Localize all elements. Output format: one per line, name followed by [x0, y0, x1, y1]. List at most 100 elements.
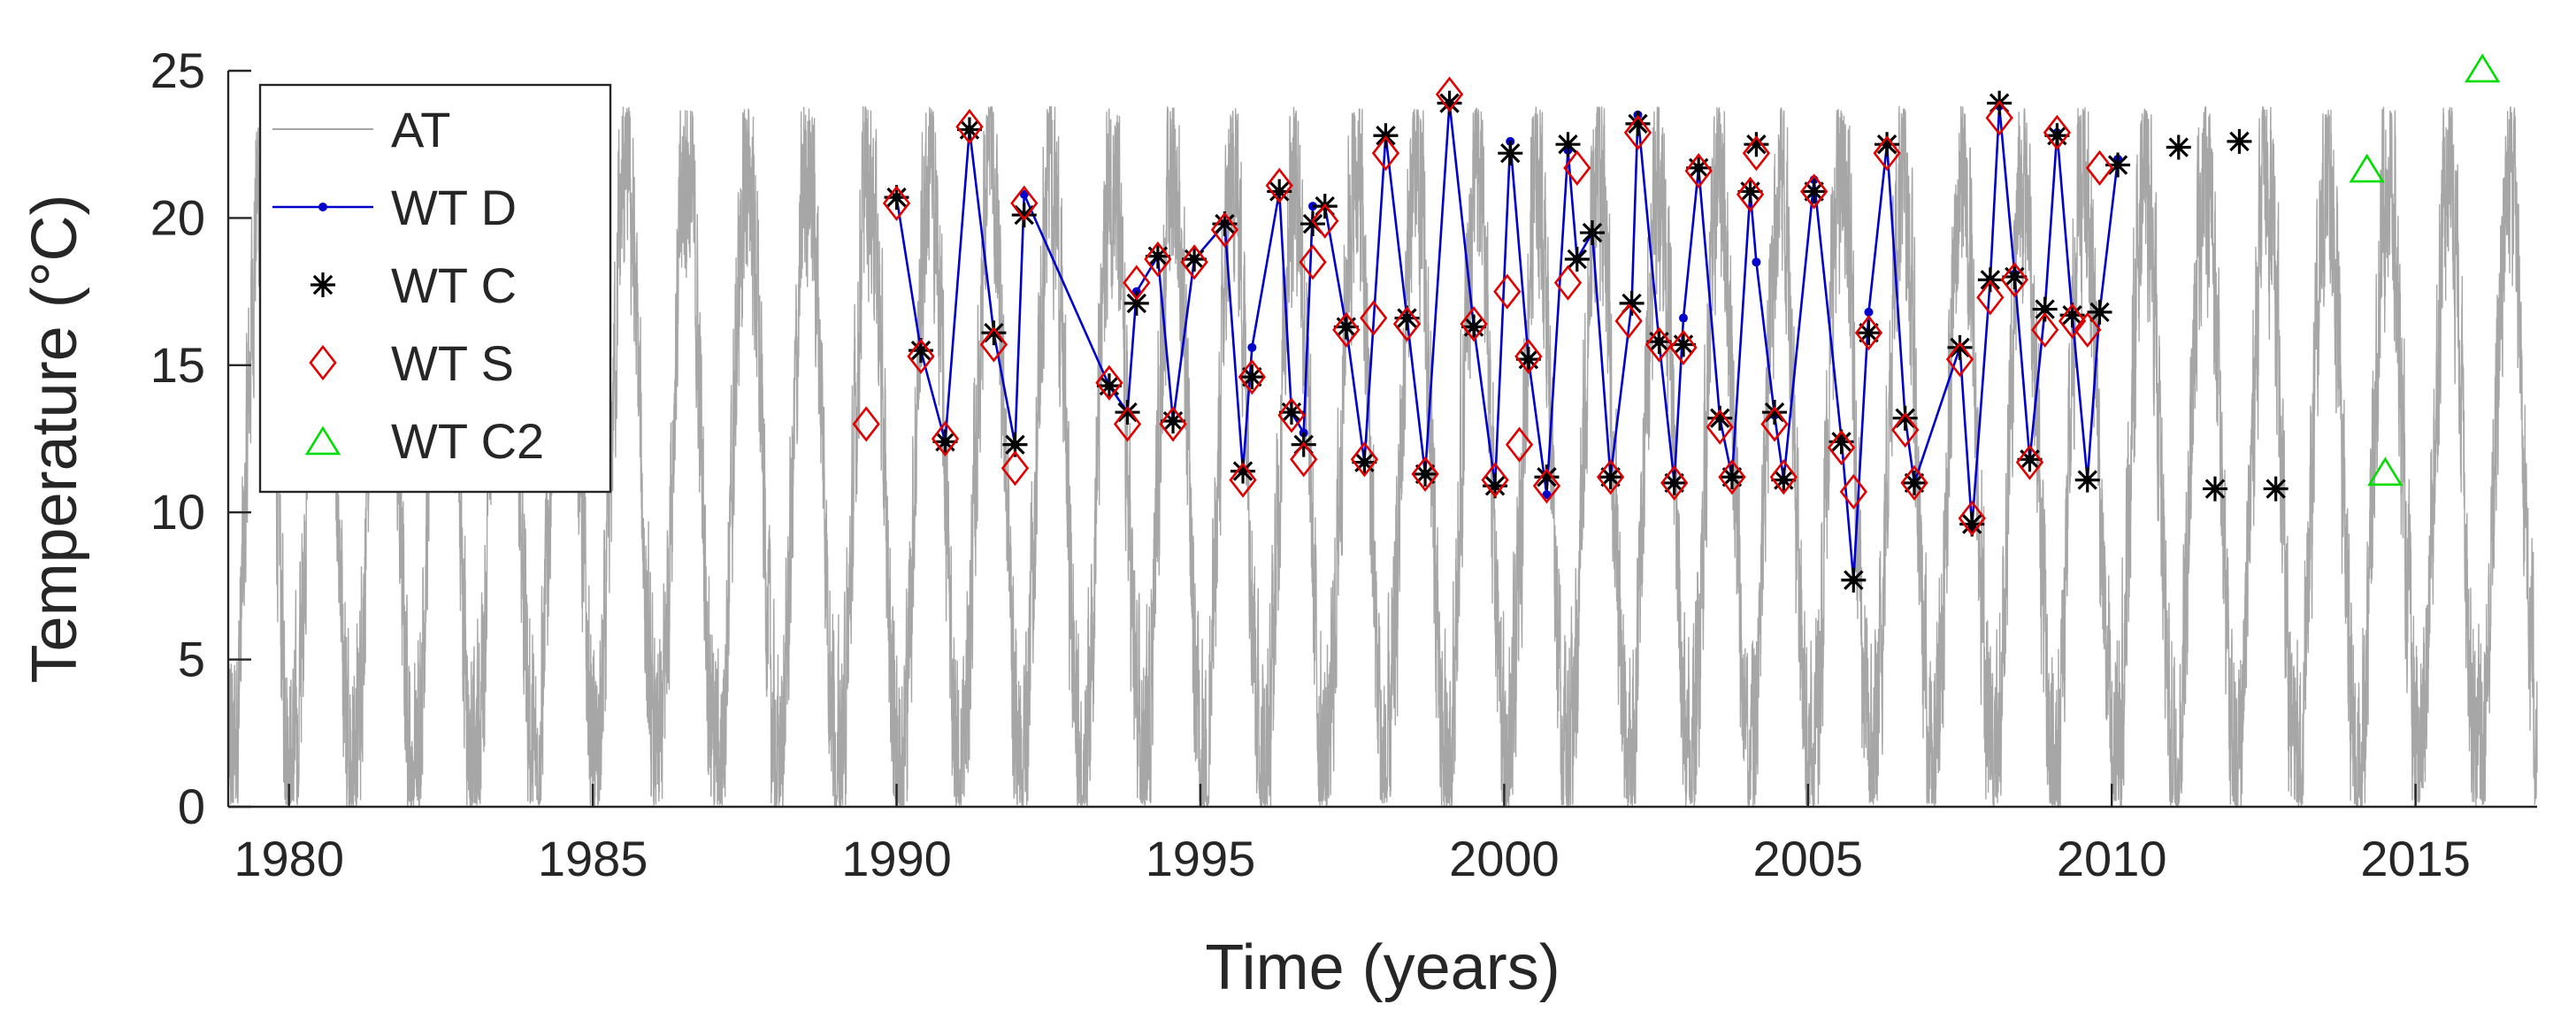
wt-c-point — [1719, 464, 1744, 490]
wt-s-point — [1706, 409, 1734, 445]
wt-d-point — [1019, 189, 1029, 199]
wt-s-point — [1596, 459, 1625, 495]
wt-c-point — [1856, 320, 1882, 346]
wt-c-point — [1498, 141, 1523, 166]
wt-c-point — [1771, 467, 1797, 493]
wt-s-point — [1299, 244, 1327, 280]
wt-c-point — [2074, 467, 2100, 493]
wt-s-point — [1553, 264, 1583, 301]
wt-c-point — [1874, 132, 1900, 157]
wt-c-point — [1686, 155, 1712, 180]
wt-c2-point — [2349, 153, 2385, 183]
wt-s-point — [2043, 114, 2072, 151]
wt-s-point — [1493, 273, 1522, 310]
legend-symbol — [304, 426, 341, 456]
wt-s-point — [1532, 468, 1561, 504]
wt-s-point — [931, 420, 960, 457]
wt-c-point — [1333, 314, 1359, 340]
series-wt-d-line — [895, 103, 2120, 580]
wt-d-point — [1247, 342, 1257, 352]
wt-s-point — [1311, 203, 1339, 239]
wt-d-point — [1864, 307, 1874, 317]
wt-c-point — [1762, 400, 1788, 426]
wt-c-point — [1625, 111, 1651, 136]
wt-s-point — [1000, 450, 1030, 487]
wt-c-point — [1239, 364, 1265, 390]
x-tick-label: 1980 — [234, 831, 344, 886]
wt-c-point — [2263, 476, 2288, 502]
wt-s-point — [1958, 500, 1986, 536]
wt-c-point — [1461, 314, 1487, 340]
wt-c-point — [2105, 152, 2131, 178]
wt-s-point — [1010, 185, 1039, 221]
x-tick-label: 1985 — [538, 831, 648, 886]
wt-s-point — [1900, 464, 1928, 502]
wt-s-point — [1623, 114, 1652, 151]
wt-s-point — [1873, 135, 1901, 172]
wt-s-point — [1350, 441, 1379, 478]
wt-s-point — [1684, 153, 1713, 189]
wt-c-point — [1413, 461, 1438, 487]
legend-entry: WT C — [310, 257, 517, 313]
legend-symbol — [310, 272, 335, 297]
wt-s-point — [1854, 315, 1883, 351]
x-tick-label: 2000 — [1449, 831, 1560, 886]
x-tick-label: 1995 — [1146, 831, 1256, 886]
wt-c-point — [1161, 409, 1186, 434]
wt-s-point — [1229, 462, 1257, 498]
wt-c-point — [1394, 305, 1420, 331]
wt-c-point — [1707, 405, 1733, 431]
y-tick-label: 10 — [150, 484, 205, 540]
wt-c-point — [1483, 473, 1508, 499]
wt-c-point — [1267, 179, 1292, 204]
wt-s-point — [2074, 311, 2102, 348]
wt-c-point — [1352, 449, 1377, 475]
wt-s-point — [1481, 462, 1509, 498]
legend-symbol — [309, 344, 337, 381]
wt-s-point — [1159, 406, 1187, 442]
wt-s-point — [1238, 358, 1266, 395]
wt-s-point — [2058, 303, 2087, 339]
wt-s-point — [1660, 464, 1689, 502]
wt-s-point — [1514, 338, 1543, 374]
wt-s-point — [1360, 300, 1388, 336]
wt-s-point — [2015, 444, 2044, 480]
legend-label: AT — [391, 102, 450, 157]
x-axis-label: Time (years) — [1205, 932, 1560, 1003]
wt-s-point — [1460, 306, 1488, 342]
wt-s-point — [882, 185, 911, 221]
y-tick-label: 0 — [178, 778, 205, 834]
wt-s-point — [1985, 100, 2013, 136]
wt-c-point — [2002, 264, 2028, 289]
wt-c-point — [932, 429, 958, 455]
wt-s-point — [907, 338, 935, 374]
wt-c-point — [1801, 179, 1827, 204]
series-at-layer — [227, 105, 2538, 809]
wt-s-point — [1644, 326, 1674, 363]
wt-s-point — [1669, 329, 1698, 365]
wt-d-point — [1542, 490, 1552, 500]
wt-s-point — [1144, 241, 1172, 278]
wt-c-point — [1096, 373, 1122, 399]
wt-c-point — [1901, 470, 1927, 495]
wt-c-point — [1002, 432, 1028, 457]
wt-c-point — [1947, 334, 1973, 360]
wt-s-point — [1277, 397, 1306, 433]
wt-s-point — [1435, 76, 1464, 112]
tick-labels: 0 5 10 15 20 25 1980 1985 1990 1995 2000 2005 2010 20… — [150, 42, 2471, 886]
legend: AT WT D WT C WT S WT C2 — [258, 83, 612, 494]
wt-s-point — [1945, 341, 1974, 378]
x-tick-label: 2005 — [1753, 831, 1864, 886]
wt-s-point — [1411, 456, 1439, 493]
wt-c-point — [2059, 303, 2085, 328]
wt-c-point — [1841, 567, 1867, 593]
wt-s-point — [1290, 441, 1318, 478]
legend-label: WT C — [391, 257, 517, 313]
wt-c-point — [1555, 132, 1581, 157]
wt-s-point — [1760, 406, 1789, 442]
wt-d-point — [1752, 257, 1761, 267]
legend-label: WT S — [391, 335, 514, 391]
wt-c-point — [1619, 290, 1644, 316]
wt-s-point — [2031, 311, 2059, 348]
